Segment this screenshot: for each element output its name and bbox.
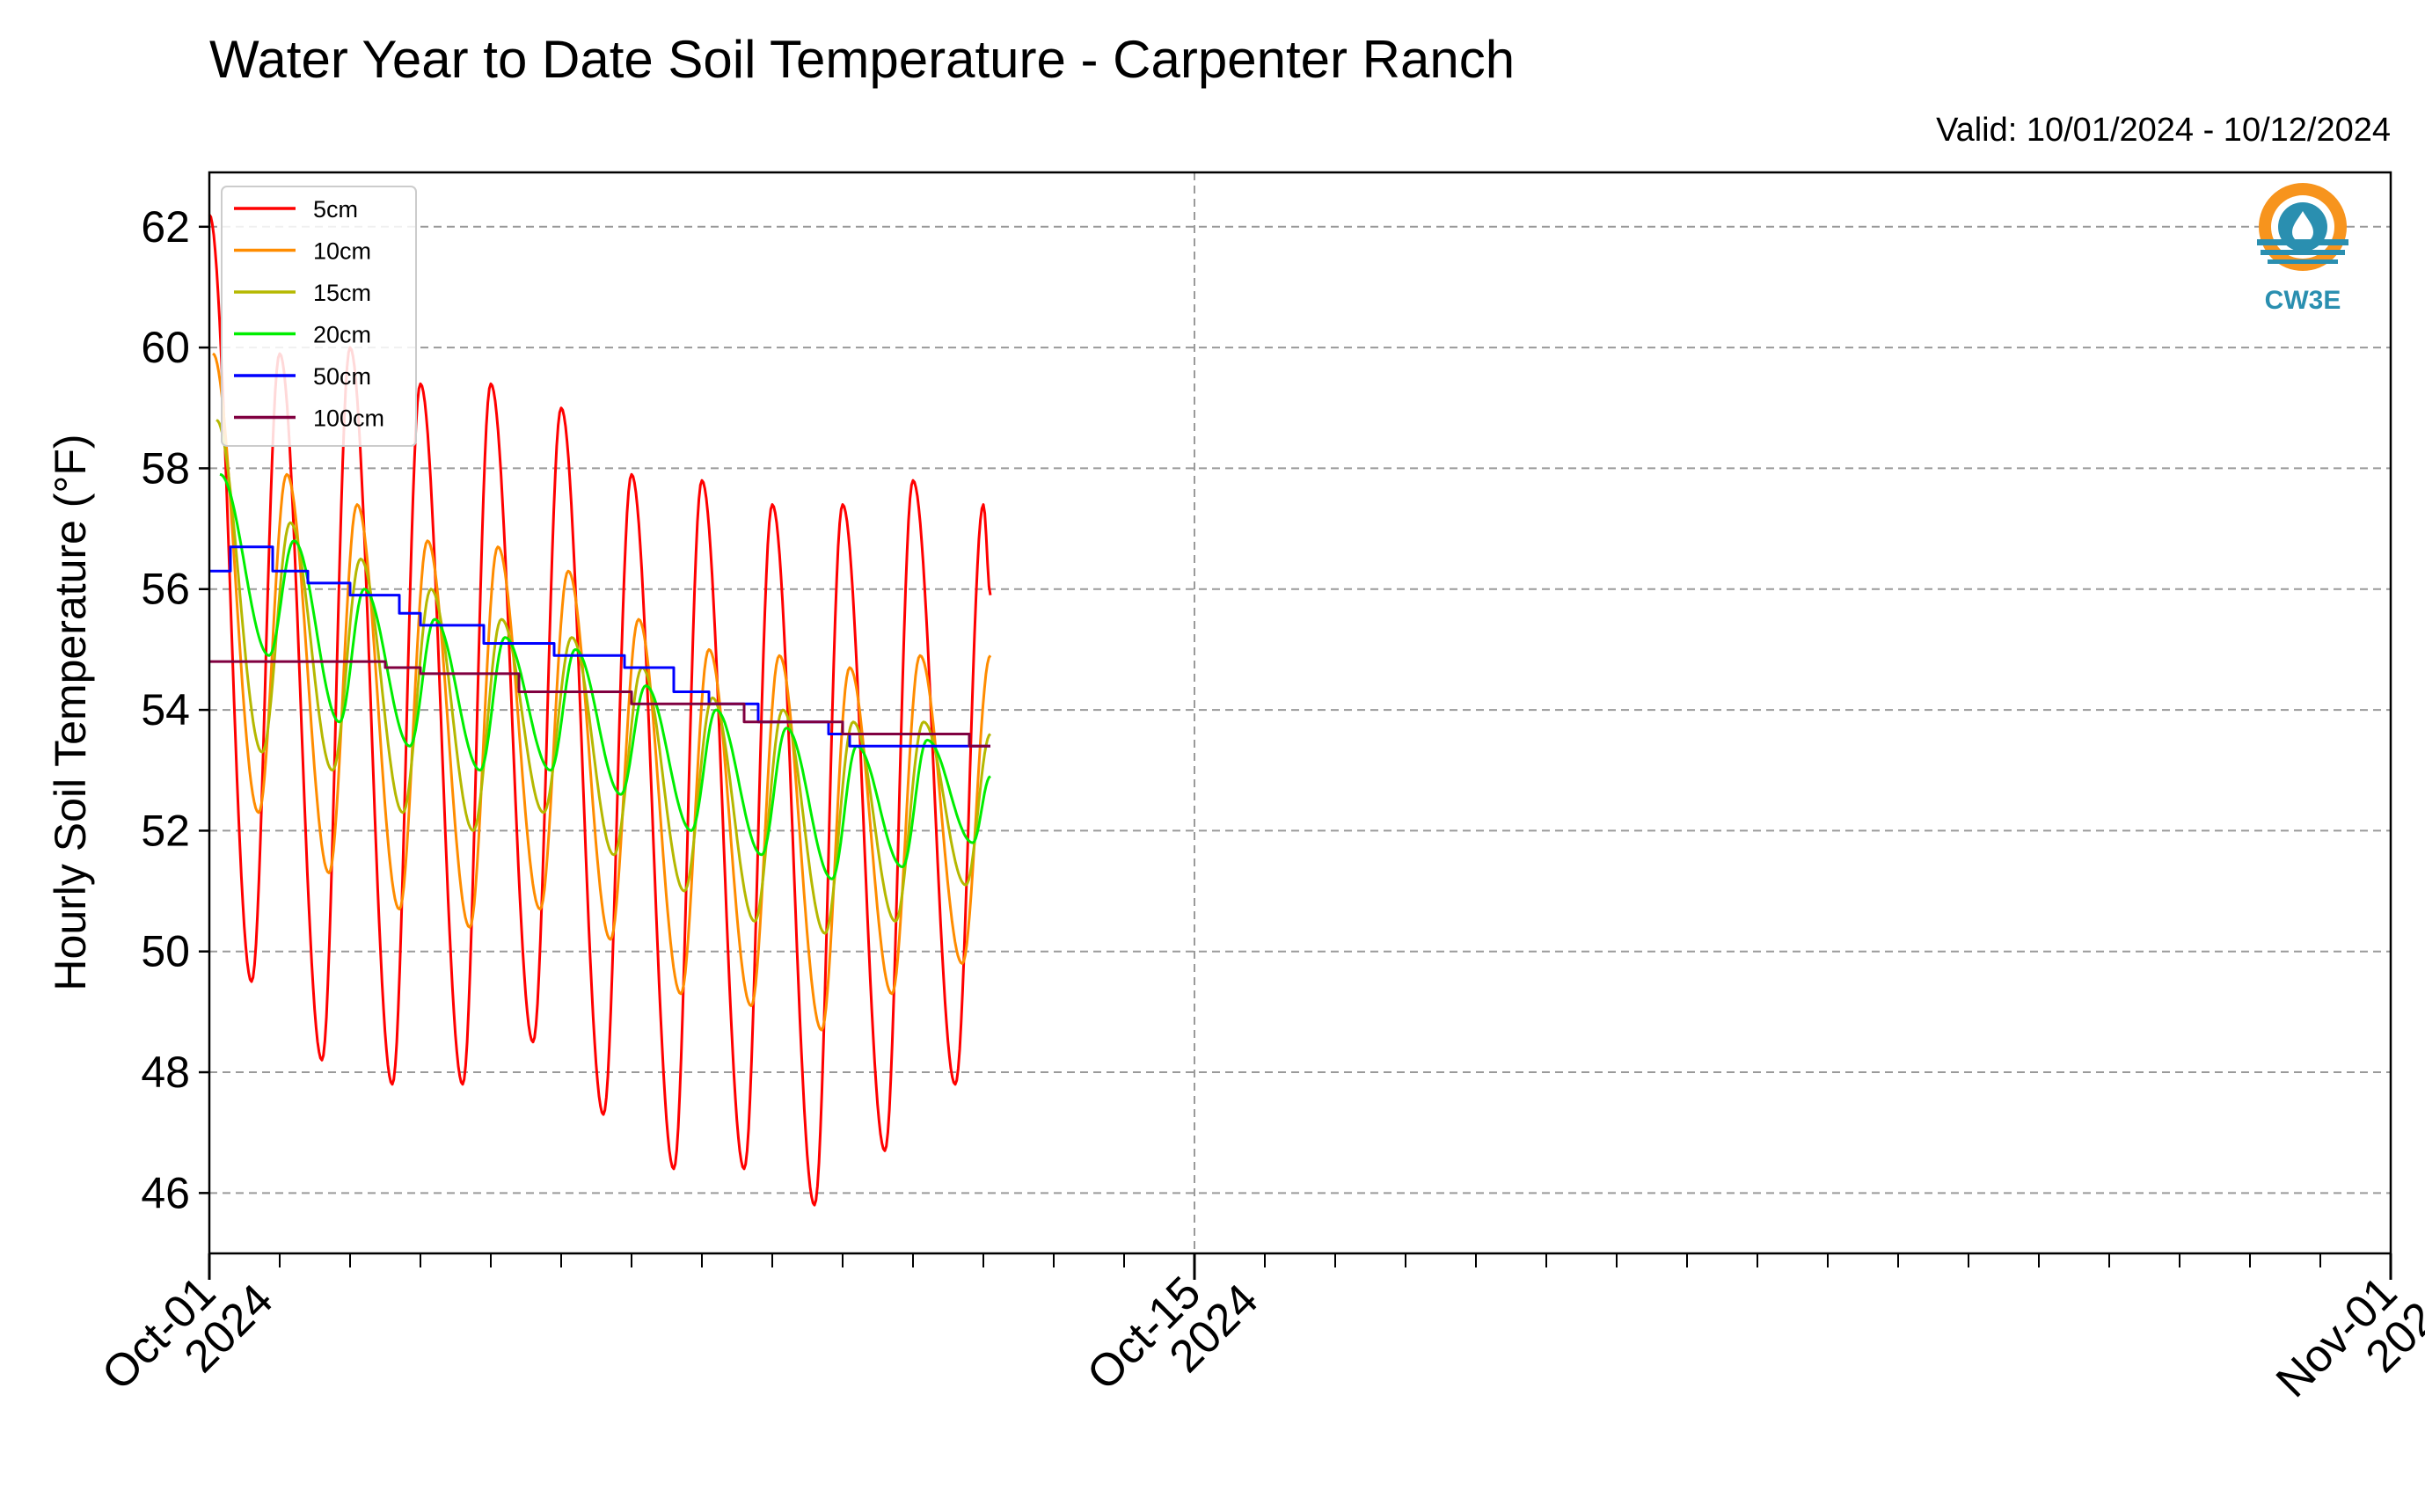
plot-area-frame <box>208 171 2392 1255</box>
y-tick-label: 48 <box>141 1048 190 1097</box>
legend: 5cm 10cm 15cm 20cm 50cm 100cm <box>221 186 417 447</box>
water-drop-icon <box>2292 211 2313 243</box>
legend-label-10cm: 10cm <box>313 238 371 265</box>
y-tick-label: 56 <box>141 565 190 614</box>
chart-title: Water Year to Date Soil Temperature - Ca… <box>209 30 1515 89</box>
logo-wave-icon <box>2257 239 2348 245</box>
grid-lines <box>208 172 2392 1253</box>
axis-ticks <box>199 225 2392 1280</box>
y-tick-label: 50 <box>141 927 190 976</box>
valid-date-range: Valid: 10/01/2024 - 10/12/2024 <box>1936 112 2391 149</box>
legend-label-20cm: 20cm <box>313 322 371 348</box>
series-line-15cm <box>215 419 992 935</box>
y-tick-label: 58 <box>141 443 190 493</box>
y-axis-label: Hourly Soil Temperature (°F) <box>46 434 95 990</box>
legend-label-15cm: 15cm <box>313 280 371 306</box>
y-tick-label: 54 <box>141 685 190 734</box>
legend-label-5cm: 5cm <box>313 196 358 223</box>
legend-label-100cm: 100cm <box>313 405 384 432</box>
cw3e-logo: CW3E <box>2257 183 2348 315</box>
legend-label-50cm: 50cm <box>313 363 371 390</box>
series-line-100cm <box>209 660 990 748</box>
series-lines <box>208 214 992 1207</box>
series-line-20cm <box>219 472 991 880</box>
y-tick-label: 62 <box>141 202 190 252</box>
series-line-50cm <box>209 545 990 748</box>
y-tick-label: 52 <box>141 806 190 855</box>
logo-text: CW3E <box>2265 286 2341 315</box>
y-tick-label: 46 <box>141 1168 190 1217</box>
y-tick-label: 60 <box>141 323 190 372</box>
y-tick-labels: 46 48 50 52 54 56 58 60 62 <box>141 202 190 1218</box>
